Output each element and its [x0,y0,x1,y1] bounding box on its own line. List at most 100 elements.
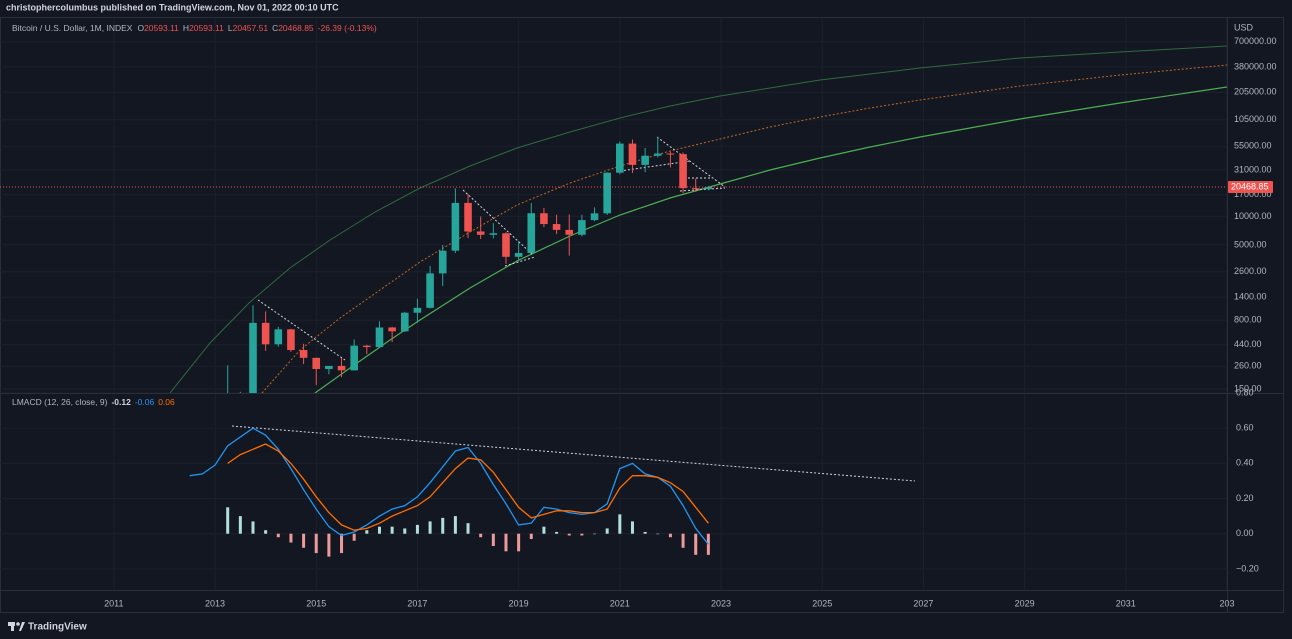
y-tick-label: 31000.00 [1234,164,1272,174]
x-tick-label: 2011 [104,598,123,608]
indicator-value: -0.12 [111,397,131,407]
trend-line [257,299,346,361]
y-tick-label: 800.00 [1234,315,1262,325]
candle-body [704,186,713,190]
candle-body [527,213,536,254]
histogram-bar [656,533,660,535]
histogram-bar [352,533,356,541]
histogram-bar [605,528,609,534]
candle-body [578,220,586,235]
histogram-bar [593,533,597,535]
publish-header: christophercolumbus published on Trading… [6,2,339,12]
histogram-bar [390,526,394,534]
middle-curve [261,64,1227,393]
candle-body [679,154,687,189]
histogram-bar [466,523,470,534]
candle-body [476,231,485,235]
histogram-bar [276,533,280,538]
histogram-bar [555,531,559,534]
legend-value: 20593.11 [144,23,179,33]
x-tick-label: 2017 [407,598,427,608]
y-tick-label: 205000.00 [1234,87,1277,97]
macd-line [189,427,709,545]
histogram-bar [365,530,369,534]
histogram-bar [567,533,571,536]
candle-body [249,322,257,393]
y-tick-label: 5000.00 [1234,239,1267,249]
indicator-title: LMACD (12, 26, close, 9) [12,397,108,407]
legend-key: C [272,23,278,33]
candle-body [590,213,599,221]
macd-marks [189,427,710,557]
candle-body [350,345,358,371]
histogram-bar [428,521,432,534]
y-tick-label: 0.80 [1236,387,1254,397]
histogram-bar [529,533,533,539]
x-tick-label: 203 [1219,598,1234,608]
legend-key: H [183,23,189,33]
candle-body [312,357,321,369]
y-tick-label: 0.20 [1236,493,1254,503]
candle-body [274,329,283,345]
candle-body [287,329,295,351]
candle-body [628,143,637,165]
histogram-bar [542,526,546,534]
y-tick-label: 150.00 [1234,383,1262,393]
trend-line [679,187,726,192]
histogram-bar [479,533,483,538]
brand: TradingView [8,622,87,633]
candle-body [489,233,498,235]
chart-frame [0,17,1284,613]
histogram-bar [238,516,242,534]
indicator-value: 0.06 [158,397,175,407]
candle-body [552,224,561,230]
legend: Bitcoin / U.S. Dollar, 1M, INDEX O20593.1… [12,23,377,33]
y-tick-label: 17000.00 [1234,189,1272,199]
candle-body [426,273,434,308]
brand-logo [19,622,25,631]
histogram-bar [327,533,331,557]
histogram-bar [643,531,647,534]
y-tick-label: 0.40 [1236,458,1254,468]
histogram-bar [226,507,230,534]
candle-body [616,143,624,173]
candle-body [375,327,384,348]
x-tick-label: 2021 [610,598,630,608]
brand-name: TradingView [28,622,87,633]
y-tick-label: 380000.00 [1234,61,1277,71]
candle-body [299,350,308,358]
histogram-bar [618,514,622,534]
candle-body [514,253,523,257]
histogram-bar [491,533,495,547]
indicator-value: -0.06 [135,397,155,407]
last-price-label: 20468.85 [1231,181,1269,191]
y-tick-label: 440.00 [1234,339,1262,349]
histogram-bar [403,528,407,534]
y-tick-label: 1400.00 [1234,292,1267,302]
candle-body [691,188,700,190]
y-tick-label: 105000.00 [1234,114,1277,124]
drawings [169,45,1227,482]
candle-body [363,345,371,348]
candle-body [261,322,270,345]
y-tick-label: 55000.00 [1234,141,1272,151]
candle-body [502,233,510,257]
histogram-bar [681,533,685,548]
y-tick-label: 10000.00 [1234,211,1272,221]
axes: 2011 2013 2015 2017 2019 2021 2023 2025 2027 2029… [0,18,1284,612]
x-tick-label: 2027 [913,598,933,608]
histogram-bar [340,533,344,554]
candle-body [388,327,396,332]
x-tick-label: 2029 [1015,598,1035,608]
legend-key: L [228,23,233,33]
legend-value: 20593.11 [189,23,224,33]
candle-body [325,365,333,369]
marks [0,137,1227,557]
legend-value: 20468.85 [278,23,314,33]
trend-line [504,256,536,267]
histogram-bar [302,533,306,548]
candle-body [666,153,675,155]
candle-body [438,250,447,274]
histogram-bar [504,533,508,552]
macd-line [227,443,709,531]
